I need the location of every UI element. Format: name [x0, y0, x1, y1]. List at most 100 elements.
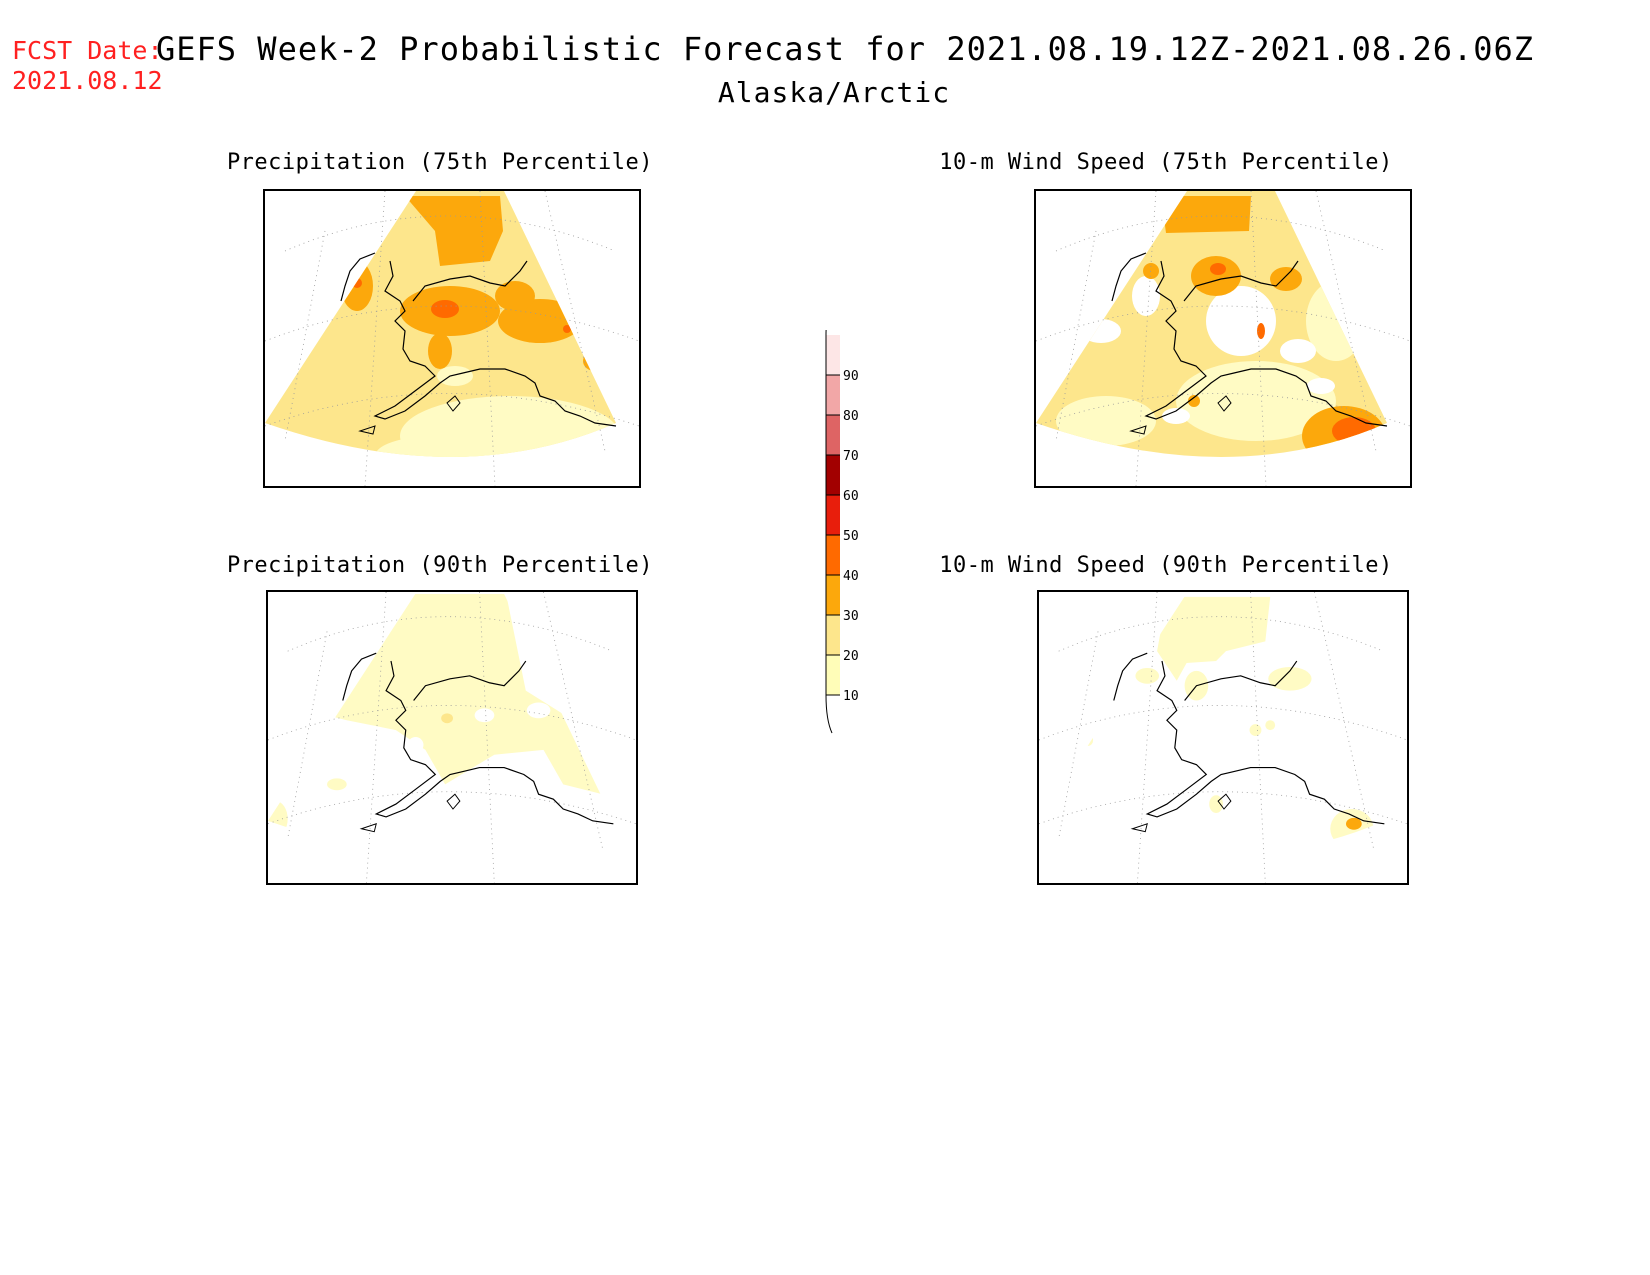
colorbar-segment: [826, 335, 840, 375]
precip-75-map: [265, 191, 639, 486]
grid-line: [1058, 616, 1384, 652]
coastline-segment: [340, 252, 376, 302]
probability-area: [1209, 795, 1223, 813]
probability-area: [1135, 667, 1160, 684]
map-panel-precip-90: [266, 590, 638, 885]
probability-area: [1083, 734, 1094, 746]
forecast-shading: [1036, 191, 1387, 457]
colorbar-tick-label: 60: [843, 489, 859, 504]
forecast-date-block: FCST Date: 2021.08.12: [12, 36, 163, 96]
probability-area: [1143, 263, 1159, 279]
panel-title-wind-90: 10-m Wind Speed (90th Percentile): [939, 553, 1393, 578]
forecast-shading: [265, 191, 616, 457]
probability-area: [474, 708, 495, 723]
probability-area: [1191, 256, 1241, 296]
probability-area: [495, 281, 535, 311]
colorbar-tick-label: 70: [843, 449, 859, 464]
probability-area: [1268, 666, 1312, 691]
grid-line: [284, 230, 326, 442]
wind-90-map: [1039, 592, 1407, 883]
forecast-shading: [268, 592, 614, 855]
grid-line: [265, 305, 639, 342]
colorbar-tick-label: 90: [843, 369, 859, 384]
probability-area: [1270, 267, 1302, 291]
probability-area: [441, 713, 453, 724]
coastline-segment: [1183, 260, 1299, 302]
island-outline: [446, 793, 461, 810]
colorbar-tick-label: 50: [843, 529, 859, 544]
island-outline: [446, 395, 461, 412]
colorbar-segment: [826, 455, 840, 495]
coastline-segment: [1145, 660, 1385, 825]
probability-area: [428, 333, 452, 369]
lat-lon-grid: [1039, 592, 1407, 883]
colorbar-tick-label: 20: [843, 649, 859, 664]
grid-line: [1055, 230, 1097, 442]
probability-area: [1249, 724, 1262, 737]
grid-line: [284, 215, 616, 252]
coastline-segment: [1144, 260, 1388, 427]
grid-line: [1039, 791, 1407, 825]
coastline-segment: [374, 660, 614, 825]
probability-area: [1132, 276, 1160, 316]
lat-lon-grid: [1036, 191, 1410, 486]
coastline-segment: [373, 260, 617, 427]
colorbar-segment: [826, 495, 840, 535]
forecast-date-label: FCST Date:: [12, 36, 163, 65]
panel-title-precip-90: Precipitation (90th Percentile): [226, 553, 654, 578]
grid-line: [1036, 305, 1410, 342]
island-outline: [1217, 793, 1232, 810]
colorbar-top-cap: [825, 330, 827, 336]
coastline-segment: [413, 660, 527, 701]
probability-area: [1307, 378, 1335, 394]
probability-area: [526, 702, 551, 719]
map-panel-wind-75: [1034, 189, 1412, 488]
grid-line: [1055, 215, 1387, 252]
lat-lon-grid: [268, 592, 636, 883]
island-outline: [1129, 425, 1147, 435]
probability-area: [1056, 396, 1156, 446]
grid-line: [287, 616, 613, 652]
coastline-segment: [1184, 660, 1298, 701]
probability-area: [1188, 395, 1200, 407]
grid-line: [265, 393, 639, 427]
probability-area: [437, 366, 473, 386]
probability-area: [407, 737, 424, 753]
colorbar-tick-label: 80: [843, 409, 859, 424]
coastline-segment: [1113, 652, 1148, 701]
grid-line: [1058, 631, 1099, 839]
probability-area: [1210, 263, 1226, 275]
island-outline: [1130, 823, 1148, 833]
probability-area: [1332, 417, 1376, 445]
colorbar-bottom-cap: [825, 694, 833, 734]
colorbar-segment: [826, 375, 840, 415]
probability-area: [400, 396, 616, 457]
probability-area: [375, 436, 495, 457]
probability-area: [563, 325, 571, 333]
lat-lon-grid: [265, 191, 639, 486]
probability-area: [1176, 361, 1336, 441]
grid-line: [268, 791, 636, 825]
island-outline: [359, 823, 377, 833]
coastline-segment: [1111, 252, 1147, 302]
forecast-date-value: 2021.08.12: [12, 66, 163, 95]
coastline: [342, 652, 614, 833]
main-title: GEFS Week-2 Probabilistic Forecast for 2…: [155, 30, 1535, 68]
coastline: [1113, 652, 1385, 833]
probability-area: [1081, 319, 1121, 343]
grid-line: [268, 705, 636, 741]
colorbar-tick-label: 10: [843, 689, 859, 704]
coastline: [340, 252, 617, 435]
coastline: [1111, 252, 1388, 435]
colorbar-segment: [826, 655, 840, 695]
colorbar-tick-label: 30: [843, 609, 859, 624]
panel-title-precip-75: Precipitation (75th Percentile): [226, 150, 654, 175]
probability-area: [1257, 323, 1265, 339]
probability-area: [1280, 339, 1316, 363]
coastline-segment: [412, 260, 528, 302]
grid-line: [1036, 393, 1410, 427]
probability-area: [405, 196, 503, 266]
grid-line: [287, 631, 328, 839]
island-outline: [1217, 395, 1232, 412]
colorbar-segment: [826, 415, 840, 455]
